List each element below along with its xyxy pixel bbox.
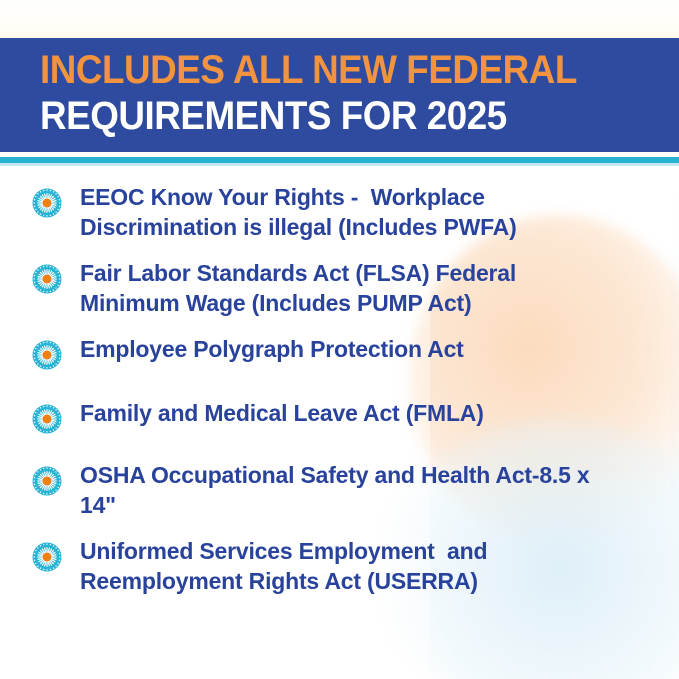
list-item: Fair Labor Standards Act (FLSA) Federal …	[0, 258, 679, 318]
list-item: Family and Medical Leave Act (FMLA)	[0, 398, 679, 442]
sunburst-icon	[32, 404, 62, 434]
list-item-label: Employee Polygraph Protection Act	[80, 336, 464, 362]
cyan-divider-rule	[0, 157, 679, 163]
headline-primary: INCLUDES ALL NEW FEDERAL	[40, 48, 577, 92]
sunburst-icon	[32, 264, 62, 294]
sunburst-icon	[32, 466, 62, 496]
list-item-label: EEOC Know Your Rights - Workplace Discri…	[80, 184, 517, 240]
list-item-label: Fair Labor Standards Act (FLSA) Federal …	[80, 260, 523, 316]
list-item-label: OSHA Occupational Safety and Health Act-…	[80, 462, 596, 518]
list-item: EEOC Know Your Rights - Workplace Discri…	[0, 182, 679, 242]
list-item: OSHA Occupational Safety and Health Act-…	[0, 460, 679, 520]
cyan-divider-rule-soft	[0, 163, 679, 166]
header-banner: INCLUDES ALL NEW FEDERAL REQUIREMENTS FO…	[0, 38, 679, 152]
requirements-list: EEOC Know Your Rights - Workplace Discri…	[0, 182, 679, 612]
sunburst-icon	[32, 542, 62, 572]
top-warm-gradient	[0, 0, 679, 40]
headline-secondary: REQUIREMENTS FOR 2025	[40, 94, 507, 138]
list-item: Employee Polygraph Protection Act	[0, 334, 679, 378]
sunburst-icon	[32, 188, 62, 218]
list-item-label: Uniformed Services Employment and Reempl…	[80, 538, 494, 594]
list-item: Uniformed Services Employment and Reempl…	[0, 536, 679, 596]
sunburst-icon	[32, 340, 62, 370]
list-item-label: Family and Medical Leave Act (FMLA)	[80, 400, 484, 426]
